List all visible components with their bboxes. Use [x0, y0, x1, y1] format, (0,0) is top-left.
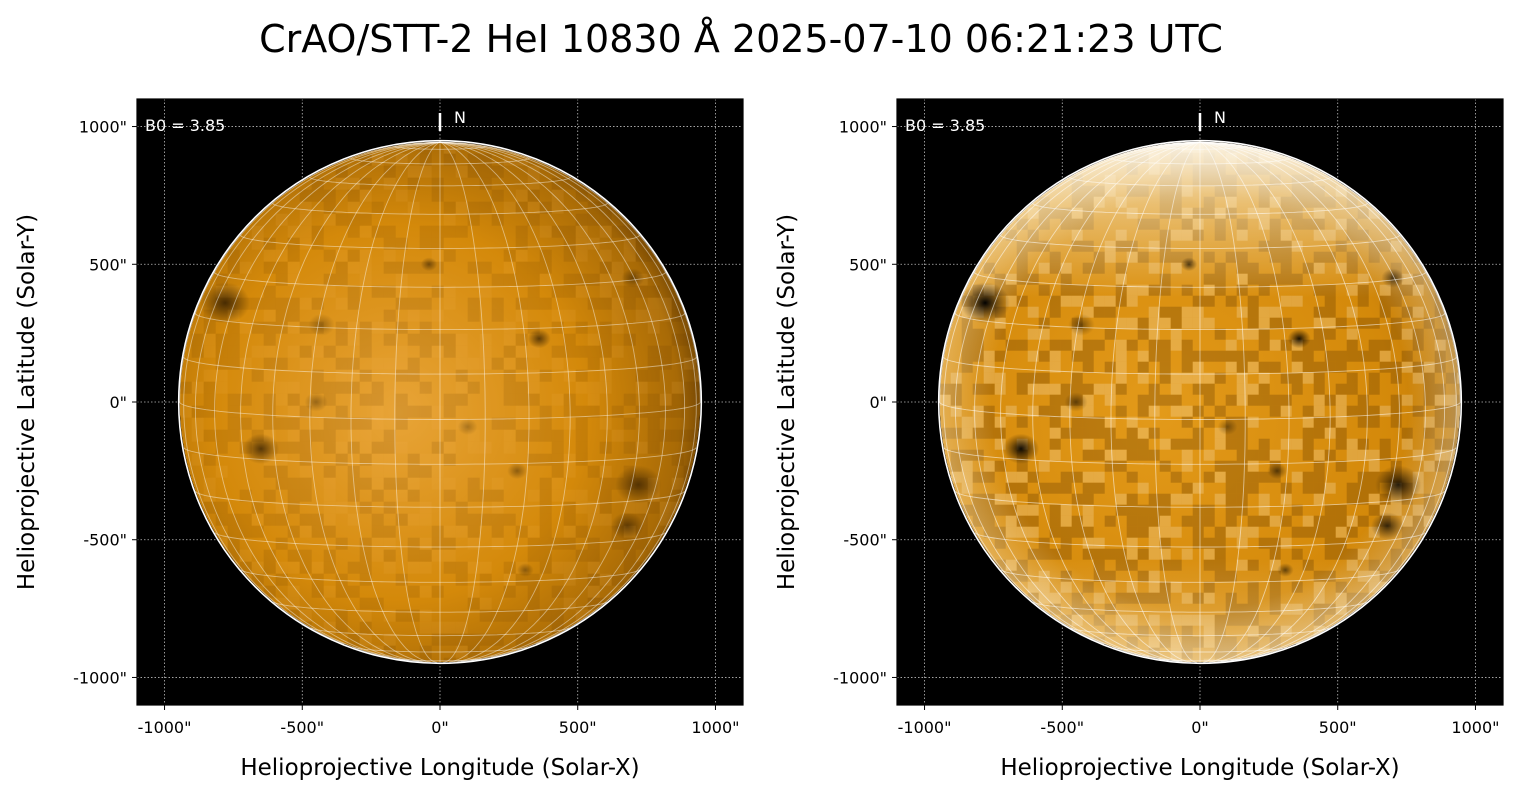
- right-panel: N B0 = 3.85 -1000" -500" 0" 500" 1000" -1000" -5…: [774, 98, 1504, 781]
- b0-annotation: B0 = 3.85: [905, 116, 985, 135]
- dark-feature: [304, 392, 328, 412]
- dark-feature: [610, 512, 644, 540]
- x-tick-label: -500": [1040, 718, 1084, 737]
- dark-feature: [1381, 268, 1405, 288]
- left-panel: N B0 = 3.85 -1000" -500" 0" 500" 1000" -1000" -5…: [14, 98, 744, 781]
- y-axis-label: Helioprojective Latitude (Solar-Y): [14, 214, 40, 590]
- dark-feature: [200, 282, 250, 324]
- x-tick-label: 500": [559, 718, 597, 737]
- heliographic-grid: [939, 141, 1461, 663]
- solar-limb: [177, 139, 703, 665]
- dark-feature: [242, 433, 280, 464]
- figure-title: CrAO/STT-2 HeI 10830 Å 2025-07-10 06:21:…: [259, 17, 1223, 61]
- x-tick-label: 1000": [1451, 718, 1499, 737]
- north-label: N: [454, 108, 466, 127]
- y-tick-label: -1000": [73, 668, 127, 687]
- y-tick-label: 500": [89, 255, 127, 274]
- dark-feature: [615, 465, 662, 504]
- y-tick-label: 1000": [79, 118, 127, 137]
- x-axis-label: Helioprojective Longitude (Solar-X): [1000, 755, 1399, 781]
- dark-feature: [960, 282, 1010, 324]
- x-tick-label: 1000": [691, 718, 739, 737]
- y-tick-label: 1000": [839, 118, 887, 137]
- dark-feature: [517, 563, 534, 577]
- dark-feature: [527, 329, 551, 349]
- y-tick-label: 500": [849, 255, 887, 274]
- y-tick-label: -500": [843, 531, 887, 550]
- dark-feature: [1180, 257, 1198, 272]
- panels-container: N B0 = 3.85 -1000" -500" 0" 500" 1000" -1000" -5…: [14, 98, 1504, 781]
- solar-limb: [937, 139, 1463, 665]
- dark-feature: [1370, 512, 1404, 540]
- dark-feature: [420, 257, 438, 272]
- x-tick-label: 500": [1319, 718, 1357, 737]
- dark-feature: [1267, 462, 1288, 480]
- y-tick-label: 0": [109, 393, 127, 412]
- y-tick-label: -500": [83, 531, 127, 550]
- x-tick-label: -1000": [138, 718, 192, 737]
- dark-feature: [457, 418, 478, 436]
- dark-feature: [1277, 563, 1294, 577]
- dark-feature: [507, 462, 528, 480]
- dark-feature: [1375, 465, 1422, 504]
- y-tick-label: -1000": [833, 668, 887, 687]
- x-tick-label: -500": [280, 718, 324, 737]
- b0-annotation: B0 = 3.85: [145, 116, 225, 135]
- heliographic-grid: [179, 141, 701, 663]
- x-axis-label: Helioprojective Longitude (Solar-X): [240, 755, 639, 781]
- dark-features: [200, 257, 662, 577]
- y-tick-label: 0": [869, 393, 887, 412]
- x-tick-label: 0": [1191, 718, 1209, 737]
- x-tick-label: 0": [431, 718, 449, 737]
- dark-feature: [1287, 329, 1311, 349]
- y-axis-label: Helioprojective Latitude (Solar-Y): [774, 214, 800, 590]
- dark-feature: [621, 268, 645, 288]
- north-label: N: [1214, 108, 1226, 127]
- x-tick-label: -1000": [898, 718, 952, 737]
- dark-feature: [1002, 433, 1040, 464]
- dark-feature: [1064, 392, 1088, 412]
- dark-feature: [1217, 418, 1238, 436]
- dark-feature: [1068, 313, 1095, 336]
- dark-feature: [308, 313, 335, 336]
- solar-disk: [179, 141, 701, 663]
